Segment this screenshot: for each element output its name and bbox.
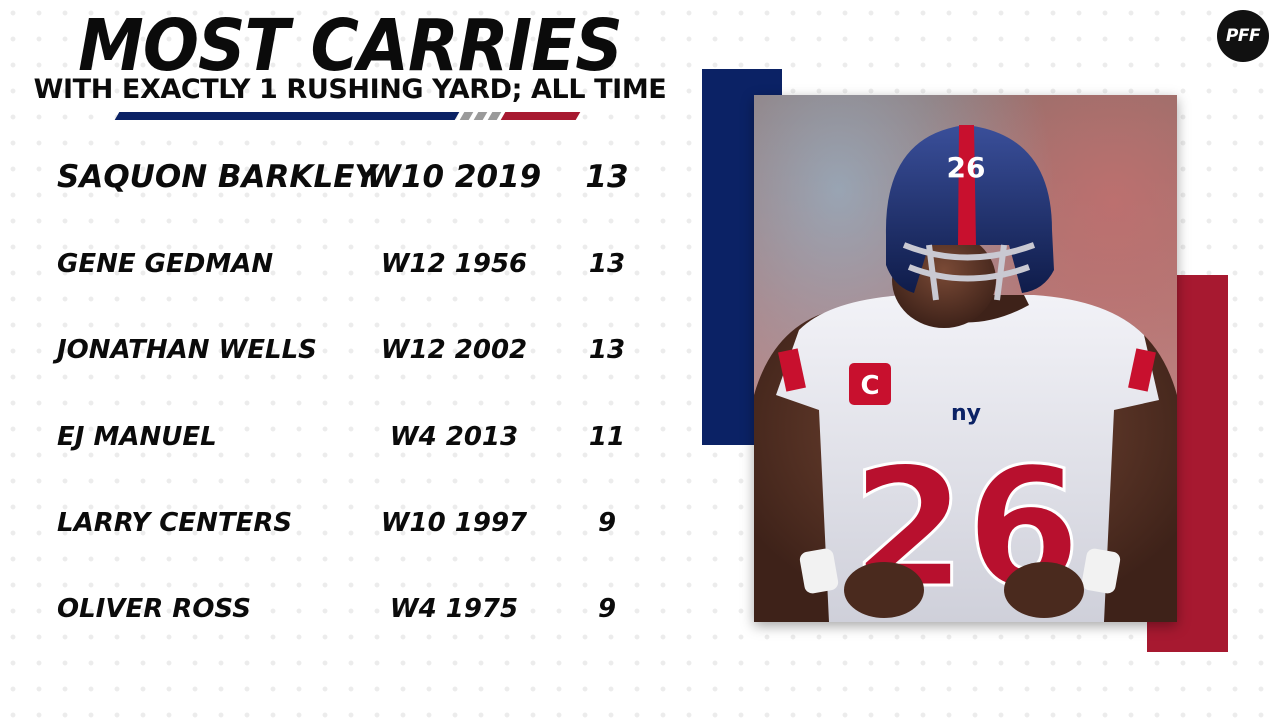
table-row: GENE GEDMAN W12 1956 13 [0,244,680,284]
game-week: W10 2019 [366,159,542,195]
carries-count: 9 [597,594,617,624]
table-row: SAQUON BARKLEY W10 2019 13 [0,157,680,197]
underline-gray-segment [473,112,488,120]
carries-count: 11 [588,422,626,452]
helmet-number: 26 [947,151,986,184]
player-name: OLIVER ROSS [57,594,251,624]
game-week: W12 2002 [380,335,528,365]
helmet-stripe [958,125,976,245]
underline-blue-segment [114,112,460,120]
sleeve-stripe [778,348,806,392]
player-name: GENE GEDMAN [57,249,274,279]
player-name: JONATHAN WELLS [57,335,317,365]
game-week: W12 1956 [380,249,528,279]
face-mask [902,242,1036,301]
table-row: LARRY CENTERS W10 1997 9 [0,503,680,543]
page-subtitle: WITH EXACTLY 1 RUSHING YARD; ALL TIME [33,74,667,105]
carries-count: 13 [585,159,629,195]
pff-logo-icon: PFF [1217,10,1269,62]
carries-count: 13 [588,335,626,365]
sleeve-stripe [1128,348,1156,392]
underline-gray-segment [459,112,474,120]
captain-patch-letter: C [860,371,879,401]
player-illustration: C ny 26 26 [754,125,1177,622]
underline-gray-segment [487,112,502,120]
player-name: SAQUON BARKLEY [57,159,377,195]
player-name: EJ MANUEL [57,422,217,452]
underline-red-segment [500,112,581,120]
table-row: JONATHAN WELLS W12 2002 13 [0,330,680,370]
table-row: EJ MANUEL W4 2013 11 [0,417,680,457]
captain-patch [849,363,891,405]
game-week: W10 1997 [380,508,528,538]
game-week: W4 1975 [389,594,519,624]
carries-count: 13 [588,249,626,279]
left-fist [844,562,924,618]
right-fist [1004,562,1084,618]
right-wristband [1081,548,1121,594]
game-week: W4 2013 [389,422,519,452]
page-title: MOST CARRIES [78,3,623,88]
carries-count: 9 [597,508,617,538]
table-row: OLIVER ROSS W4 1975 9 [0,589,680,629]
left-wristband [799,548,839,594]
team-logo-icon: ny [951,401,981,426]
player-name: LARRY CENTERS [57,508,293,538]
player-photo: C ny 26 26 [754,95,1177,622]
